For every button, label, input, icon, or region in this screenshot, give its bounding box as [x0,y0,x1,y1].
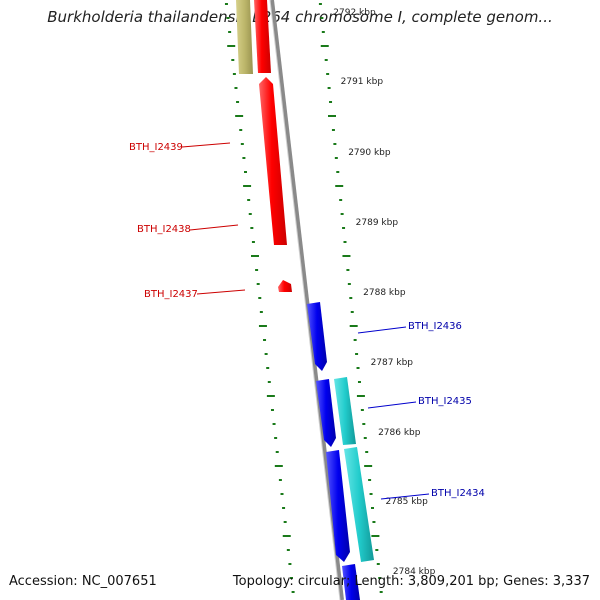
gene-label-bth-i2438[interactable]: BTH_I2438 [137,224,191,235]
gene-feature-bth-i2439[interactable] [254,0,271,73]
gene-olive-feature[interactable] [236,0,253,74]
gene-label-bth-i2436[interactable]: BTH_I2436 [408,321,462,332]
ruler-label: 2790 kbp [348,148,391,158]
gene-label-bth-i2439[interactable]: BTH_I2439 [129,142,183,153]
outer-tick-track [318,3,383,593]
gene-label-bth-i2434[interactable]: BTH_I2434 [431,488,485,499]
ruler-label: 2789 kbp [356,218,399,228]
gene-feature-bth-i2436[interactable] [307,302,327,371]
genome-summary-text: Topology: circular; Length: 3,809,201 bp… [232,574,590,589]
gene-feature-bth-i2434[interactable] [326,450,350,562]
gene-feature-bth-i2435[interactable] [316,379,336,447]
gene-label-bth-i2435[interactable]: BTH_I2435 [418,396,472,407]
inner-tick-track [224,3,295,593]
gene-feature-bottom[interactable] [342,564,360,600]
ruler-label: 2788 kbp [363,288,406,298]
map-title: Burkholderia thailandensis E264 chromoso… [47,8,553,26]
ruler-label: 2785 kbp [385,497,428,507]
ruler-label: 2792 kbp [333,8,376,18]
gene-label-bth-i2437[interactable]: BTH_I2437 [144,289,198,300]
gene-cyan-feature-1[interactable] [334,377,356,445]
ruler-label: 2787 kbp [371,358,414,368]
ruler-label: 2786 kbp [378,428,421,438]
gene-feature-bth-i2437[interactable] [278,280,292,292]
ruler-label: 2784 kbp [393,567,436,577]
accession-text: Accession: NC_007651 [9,574,157,589]
gene-feature-bth-i2438[interactable] [259,77,287,245]
ruler-label: 2791 kbp [341,77,384,87]
gene-label-group: BTH_I2439 BTH_I2438 BTH_I2437 BTH_I2436 … [129,142,485,500]
gene-cyan-feature-2[interactable] [344,447,374,562]
backbone-line [270,0,344,600]
